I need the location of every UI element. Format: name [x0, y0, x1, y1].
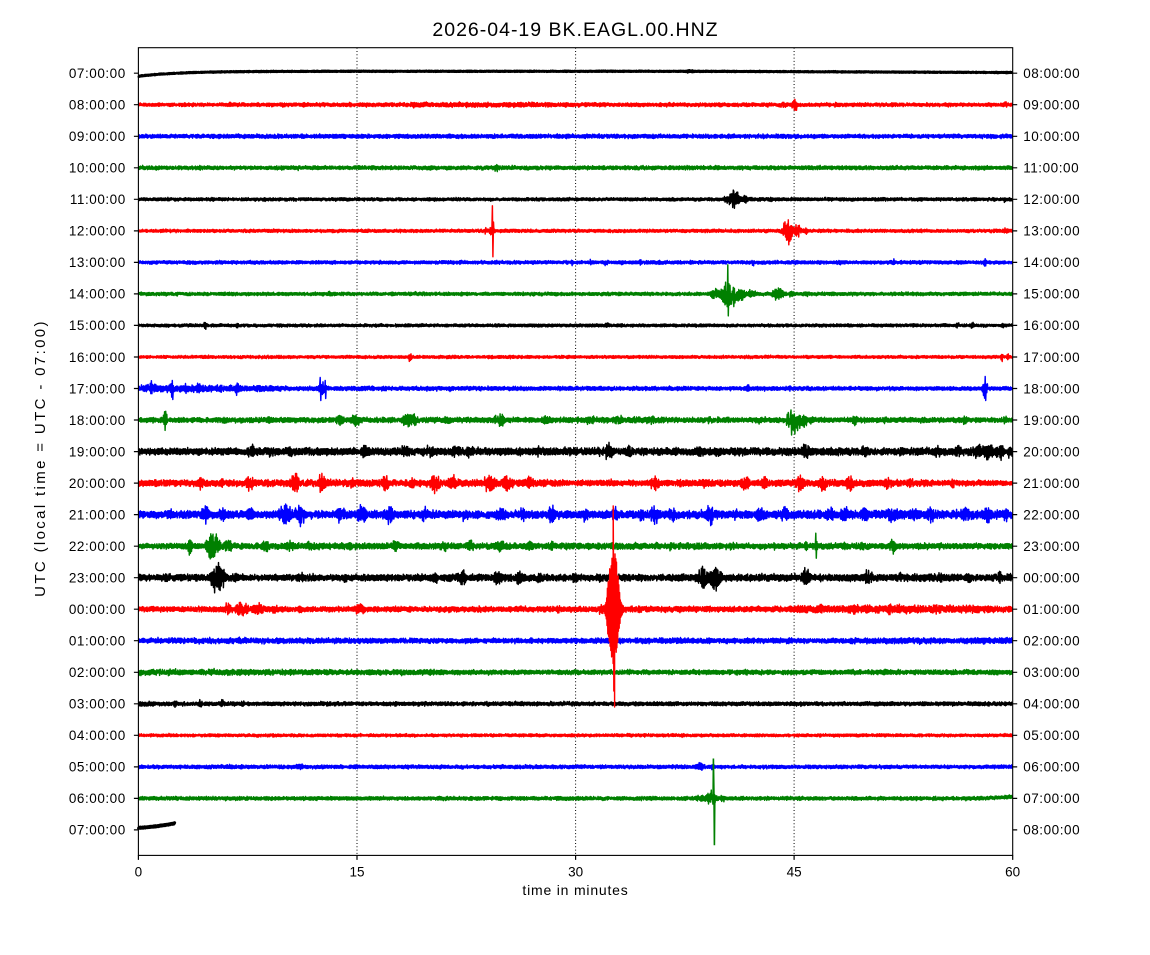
svg-text:08:00:00: 08:00:00	[1023, 66, 1080, 81]
svg-text:02:00:00: 02:00:00	[69, 665, 126, 680]
svg-text:23:00:00: 23:00:00	[69, 571, 126, 586]
svg-text:21:00:00: 21:00:00	[1023, 476, 1080, 491]
svg-text:22:00:00: 22:00:00	[1023, 507, 1080, 522]
svg-text:22:00:00: 22:00:00	[69, 539, 126, 554]
svg-text:15:00:00: 15:00:00	[69, 318, 126, 333]
svg-text:16:00:00: 16:00:00	[69, 350, 126, 365]
svg-text:06:00:00: 06:00:00	[69, 791, 126, 806]
svg-text:11:00:00: 11:00:00	[70, 192, 126, 207]
svg-text:04:00:00: 04:00:00	[69, 728, 126, 743]
svg-text:04:00:00: 04:00:00	[1023, 697, 1080, 712]
svg-text:14:00:00: 14:00:00	[69, 287, 126, 302]
svg-text:08:00:00: 08:00:00	[1023, 823, 1080, 838]
svg-text:13:00:00: 13:00:00	[69, 255, 126, 270]
svg-text:23:00:00: 23:00:00	[1023, 539, 1080, 554]
svg-text:19:00:00: 19:00:00	[1023, 413, 1080, 428]
svg-text:05:00:00: 05:00:00	[69, 760, 126, 775]
svg-text:08:00:00: 08:00:00	[69, 98, 126, 113]
svg-text:06:00:00: 06:00:00	[1023, 760, 1080, 775]
svg-text:12:00:00: 12:00:00	[1023, 192, 1080, 207]
svg-text:07:00:00: 07:00:00	[69, 66, 126, 81]
svg-text:time in minutes: time in minutes	[522, 882, 628, 898]
svg-text:10:00:00: 10:00:00	[69, 161, 126, 176]
svg-text:03:00:00: 03:00:00	[1023, 665, 1080, 680]
svg-text:12:00:00: 12:00:00	[69, 224, 126, 239]
svg-text:01:00:00: 01:00:00	[69, 634, 126, 649]
svg-text:20:00:00: 20:00:00	[1023, 444, 1080, 459]
svg-text:15:00:00: 15:00:00	[1023, 287, 1080, 302]
svg-text:30: 30	[568, 865, 583, 880]
svg-text:05:00:00: 05:00:00	[1023, 728, 1080, 743]
svg-text:UTC (local time = UTC - 07:00): UTC (local time = UTC - 07:00)	[32, 319, 49, 597]
svg-text:19:00:00: 19:00:00	[69, 444, 126, 459]
svg-text:18:00:00: 18:00:00	[69, 413, 126, 428]
svg-text:09:00:00: 09:00:00	[69, 129, 126, 144]
svg-text:17:00:00: 17:00:00	[69, 381, 126, 396]
svg-text:00:00:00: 00:00:00	[1023, 571, 1080, 586]
svg-text:13:00:00: 13:00:00	[1023, 224, 1080, 239]
svg-text:16:00:00: 16:00:00	[1023, 318, 1080, 333]
svg-text:00:00:00: 00:00:00	[69, 602, 126, 617]
svg-text:20:00:00: 20:00:00	[69, 476, 126, 491]
svg-text:2026-04-19 BK.EAGL.00.HNZ: 2026-04-19 BK.EAGL.00.HNZ	[432, 19, 718, 41]
svg-text:07:00:00: 07:00:00	[1023, 791, 1080, 806]
svg-text:10:00:00: 10:00:00	[1023, 129, 1080, 144]
svg-text:21:00:00: 21:00:00	[69, 507, 126, 522]
svg-text:60: 60	[1005, 865, 1020, 880]
svg-text:07:00:00: 07:00:00	[69, 823, 126, 838]
svg-text:45: 45	[787, 865, 802, 880]
svg-text:03:00:00: 03:00:00	[69, 697, 126, 712]
svg-text:09:00:00: 09:00:00	[1023, 98, 1080, 113]
svg-text:15: 15	[349, 865, 364, 880]
svg-text:18:00:00: 18:00:00	[1023, 381, 1080, 396]
svg-text:14:00:00: 14:00:00	[1023, 255, 1080, 270]
svg-text:17:00:00: 17:00:00	[1023, 350, 1080, 365]
svg-text:02:00:00: 02:00:00	[1023, 634, 1080, 649]
svg-text:01:00:00: 01:00:00	[1023, 602, 1080, 617]
svg-text:11:00:00: 11:00:00	[1023, 161, 1079, 176]
svg-text:0: 0	[135, 865, 143, 880]
